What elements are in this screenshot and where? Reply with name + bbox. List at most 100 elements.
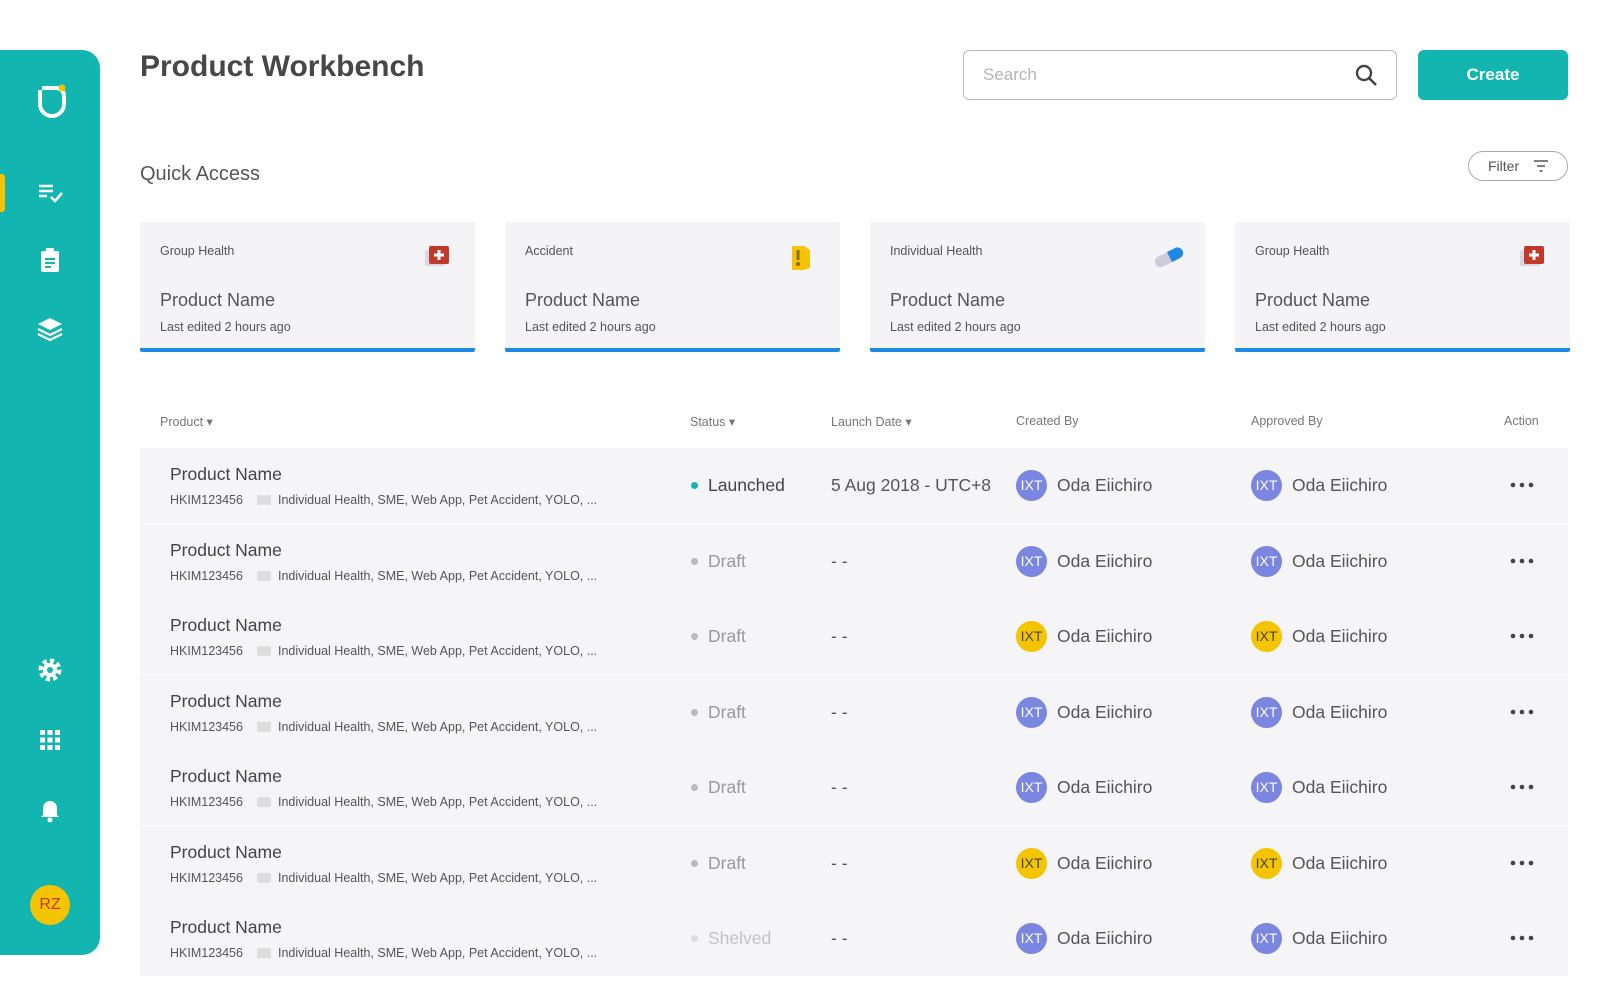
status: Launched [708, 475, 785, 495]
user-avatar[interactable]: RZ [30, 885, 70, 925]
avatar: IXT [1251, 470, 1282, 501]
status-dot [691, 482, 698, 489]
person-name: Oda Eiichiro [1292, 852, 1388, 873]
card-product-name: Product Name [1255, 290, 1371, 310]
avatar: IXT [1016, 696, 1047, 728]
person-name: Oda Eiichiro [1057, 701, 1153, 722]
status-dot [691, 633, 698, 640]
card-icon [1520, 246, 1544, 266]
nav-layers[interactable] [36, 314, 64, 342]
search-placeholder: Search [983, 65, 1037, 84]
table-row[interactable]: Product Name HKIM123456 Individual Health,… [140, 448, 1568, 523]
product-tags: Individual Health, SME, Web App, Pet Acc… [278, 946, 598, 960]
tag-icon [257, 948, 271, 958]
launch-date: - - [831, 701, 848, 722]
avatar: IXT [1251, 696, 1282, 728]
column-header[interactable]: Status ▾ [690, 415, 736, 429]
quick-access-card[interactable]: Group Health Product Name Last edited 2 ho… [140, 222, 475, 352]
nav-clipboard[interactable] [36, 246, 64, 274]
avatar: IXT [1016, 545, 1047, 577]
nav-settings[interactable] [36, 656, 64, 684]
column-header[interactable]: Launch Date ▾ [831, 415, 912, 429]
tag-icon [257, 721, 271, 732]
person-name: Oda Eiichiro [1057, 928, 1153, 948]
product-name: Product Name [170, 841, 282, 862]
column-header[interactable]: Product ▾ [160, 415, 213, 429]
launch-date: - - [831, 626, 848, 646]
action-menu[interactable] [1510, 632, 1534, 640]
card-category: Accident [525, 244, 573, 258]
table-row[interactable]: Product Name HKIM123456 Individual Health,… [140, 750, 1568, 825]
product-tags: Individual Health, SME, Web App, Pet Acc… [278, 870, 598, 885]
card-edited: Last edited 2 hours ago [525, 320, 656, 334]
launch-date: - - [831, 550, 848, 571]
person-name: Oda Eiichiro [1292, 928, 1388, 948]
product-code: HKIM123456 [170, 870, 243, 885]
search-box[interactable]: Search [963, 50, 1397, 100]
launch-date: 5 Aug 2018 - UTC+8 [831, 475, 992, 495]
card-category: Group Health [160, 244, 235, 258]
card-edited: Last edited 2 hours ago [160, 320, 291, 334]
tag-icon [257, 797, 271, 807]
table-row[interactable]: Product Name HKIM123456 Individual Health,… [140, 523, 1568, 599]
product-tags: Individual Health, SME, Web App, Pet Acc… [278, 795, 598, 809]
nav-notifications[interactable] [36, 795, 64, 823]
card-product-name: Product Name [890, 290, 1006, 310]
quick-access-card[interactable]: Accident Product Name Last edited 2 hours … [505, 222, 840, 352]
avatar: IXT [1251, 545, 1282, 577]
product-code: HKIM123456 [170, 644, 243, 658]
column-header: Approved By [1251, 414, 1323, 428]
product-name: Product Name [170, 917, 282, 937]
sidebar: RZ [0, 50, 100, 955]
status: Draft [708, 550, 746, 571]
product-tags: Individual Health, SME, Web App, Pet Acc… [278, 719, 598, 734]
product-name: Product Name [170, 539, 282, 560]
tag-icon [257, 646, 271, 656]
quick-access-card[interactable]: Group Health Product Name Last edited 2 ho… [1235, 222, 1570, 352]
filter-label: Filter [1488, 158, 1520, 174]
status-dot [691, 859, 698, 867]
status-dot [691, 784, 698, 791]
product-tags: Individual Health, SME, Web App, Pet Acc… [278, 644, 598, 658]
quick-access-card[interactable]: Individual Health Product Name Last edited… [870, 222, 1205, 352]
table-row[interactable]: Product Name HKIM123456 Individual Health,… [140, 599, 1568, 674]
person-name: Oda Eiichiro [1292, 701, 1388, 722]
product-name: Product Name [170, 615, 282, 635]
avatar: IXT [1016, 621, 1047, 652]
action-menu[interactable] [1510, 708, 1534, 716]
tag-icon [257, 495, 271, 505]
tag-icon [257, 570, 271, 581]
filter-button[interactable]: Filter [1468, 151, 1568, 181]
launch-date: - - [831, 852, 848, 873]
avatar: IXT [1251, 923, 1282, 954]
status: Shelved [708, 928, 772, 948]
product-code: HKIM123456 [170, 795, 243, 809]
create-button[interactable]: Create [1418, 50, 1568, 100]
card-icon [425, 246, 449, 266]
status-dot [691, 557, 698, 565]
status: Draft [708, 626, 746, 646]
status: Draft [708, 701, 746, 722]
person-name: Oda Eiichiro [1292, 777, 1388, 797]
table-row[interactable]: Product Name HKIM123456 Individual Health,… [140, 901, 1568, 976]
action-menu[interactable] [1510, 783, 1534, 791]
action-menu[interactable] [1510, 859, 1534, 867]
product-code: HKIM123456 [170, 493, 243, 507]
table-row[interactable]: Product Name HKIM123456 Individual Health,… [140, 825, 1568, 901]
avatar: IXT [1016, 772, 1047, 803]
launch-date: - - [831, 777, 848, 797]
table-row[interactable]: Product Name HKIM123456 Individual Health,… [140, 674, 1568, 750]
product-tags: Individual Health, SME, Web App, Pet Acc… [278, 568, 598, 583]
action-menu[interactable] [1510, 934, 1534, 942]
action-menu[interactable] [1510, 557, 1534, 565]
status: Draft [708, 777, 746, 797]
nav-tasks[interactable] [36, 178, 64, 206]
page-title: Product Workbench [140, 50, 425, 83]
person-name: Oda Eiichiro [1292, 550, 1388, 571]
active-indicator [0, 174, 5, 212]
status-dot [691, 708, 698, 716]
avatar: IXT [1016, 923, 1047, 954]
nav-apps[interactable] [36, 726, 64, 754]
product-name: Product Name [170, 690, 282, 711]
action-menu[interactable] [1510, 481, 1534, 489]
